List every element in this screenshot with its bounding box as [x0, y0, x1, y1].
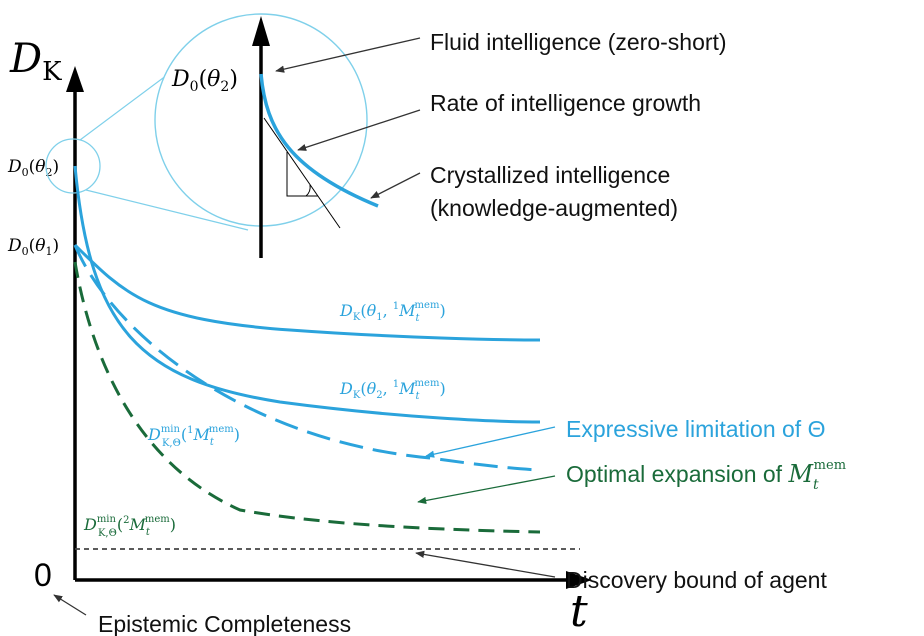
arrow-rate [297, 109, 421, 151]
annotation-optimal: Optimal expansion of Mtmem [566, 458, 846, 493]
curve-dmin-2 [73, 261, 541, 534]
curve-dk-theta1 [73, 243, 541, 342]
x-axis-arrow [566, 571, 592, 589]
ytick-theta1: D0(θ1) [7, 236, 59, 258]
inset-tangent-line [263, 117, 341, 229]
annotation-crystal-1: Crystallized intelligence [430, 162, 670, 188]
inset-y-label: D0(θ2) [171, 67, 238, 95]
annotation-epistemic: Epistemic Completeness [98, 611, 351, 636]
origin-label: 0 [34, 557, 52, 593]
annotation-fluid: Fluid intelligence (zero-short) [430, 29, 727, 55]
annotation-crystal-2: (knowledge-augmented) [430, 195, 678, 221]
ytick-theta2: D0(θ2) [7, 157, 59, 179]
arrow-epistemic [53, 594, 87, 616]
inset-curve [259, 73, 379, 208]
inset-slope-triangle [286, 152, 318, 197]
annotation-rate: Rate of intelligence growth [430, 90, 701, 116]
arrow-expressive [425, 426, 556, 458]
label-dk-theta1: DK(θ1, 1Mtmem) [339, 300, 446, 324]
inset-angle-arc [305, 184, 311, 197]
arrow-optimal [417, 475, 556, 505]
label-dmin-1: Dmin K,Θ(1Mtmem) [147, 424, 240, 449]
inset-y-axis-arrow [252, 16, 270, 46]
arrow-discovery [415, 550, 556, 578]
label-dmin-2: Dmin K,Θ(2Mtmem) [83, 514, 176, 539]
curve-dmin-1 [73, 244, 541, 472]
y-axis-arrow [66, 66, 84, 92]
arrow-crystal [370, 172, 421, 199]
x-axis-label: t [570, 586, 588, 636]
arrow-fluid [275, 37, 421, 73]
zoom-line-bottom [85, 189, 249, 231]
curve-dk-theta2 [73, 165, 541, 424]
y-axis-label: DK [9, 36, 62, 87]
label-dk-theta2: DK(θ2, 1Mtmem) [339, 378, 446, 402]
annotation-expressive: Expressive limitation of Θ [566, 416, 825, 442]
annotation-discovery: Discovery bound of agent [566, 567, 827, 593]
zoom-source-circle [45, 138, 101, 194]
